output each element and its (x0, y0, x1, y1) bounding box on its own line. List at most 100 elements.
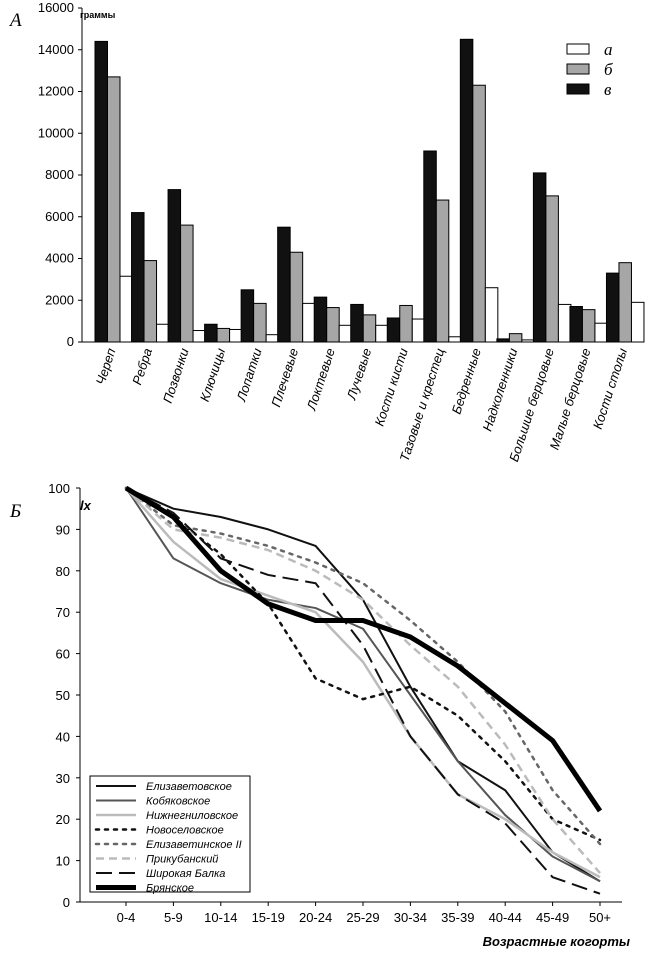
y-axis-unit-label: граммы (80, 10, 116, 20)
legend-box (89, 775, 251, 893)
x-tick-label: 35-39 (441, 910, 474, 925)
bar-а-6 (302, 302, 316, 343)
panel-label-a: А (8, 10, 22, 31)
y-axis-ticks: 0 2000 4000 6000 8000 10000 12000 14000 16000 (38, 0, 630, 349)
line-chart: Б lx Возрастные когорты 0 10 20 30 40 50 60 70 8… (9, 481, 630, 949)
x-axis-title: Возрастные когорты (483, 934, 630, 949)
panel-label-b: Б (9, 501, 21, 522)
y-tick-label: 8000 (45, 167, 74, 182)
y-tick-label: 2000 (45, 292, 74, 307)
bar-б-8 (362, 314, 377, 343)
legend-label: Широкая Балка (146, 868, 225, 880)
category-label: Лучевые (343, 346, 374, 402)
y-tick-label: 4000 (45, 251, 74, 266)
bar-а-3 (192, 330, 207, 343)
bar-а-7 (338, 324, 353, 343)
bar-а-13 (557, 303, 572, 343)
y-tick-label: 30 (56, 771, 70, 786)
x-tick-label: 10-14 (204, 910, 237, 925)
legend-a: абв (566, 40, 613, 99)
y-tick-label: 70 (56, 605, 70, 620)
bar-в-15 (605, 272, 620, 343)
legend-label: Елизаветовское (146, 781, 232, 793)
bar-в-6 (277, 226, 291, 343)
x-tick-label: 45-49 (536, 910, 569, 925)
x-axis-categories: Череп Ребра Позвонки Ключицы Лопатки Плечевые… (93, 346, 630, 464)
bar-б-9 (399, 304, 413, 343)
legend-b: Елизаветовское Кобяковское Нижнегниловское… (89, 775, 251, 895)
bar-б-7 (326, 307, 340, 343)
y-axis-label: lx (80, 498, 92, 513)
category-label: Кости кисти (372, 346, 411, 428)
y-tick-label: 6000 (45, 209, 74, 224)
bar-а-15 (630, 301, 645, 343)
category-label: Лопатки (233, 346, 264, 404)
category-label: Бедренные (449, 346, 484, 416)
bar-б-11 (472, 84, 486, 343)
bar-а-9 (411, 318, 426, 343)
y-tick-label: 40 (56, 729, 70, 744)
bar-в-1 (94, 40, 108, 343)
category-label: Ключицы (197, 346, 228, 403)
axis-ticks: 0 10 20 30 40 50 60 70 80 90 100 0-4 5-9 10-14 15-19 20… (48, 481, 622, 925)
bar-в-10 (423, 150, 437, 343)
legend-swatch (566, 83, 590, 95)
bar-в-3 (167, 189, 182, 343)
category-label: Череп (93, 346, 119, 386)
bar-б-1 (107, 76, 121, 343)
x-tick-label: 20-24 (299, 910, 332, 925)
y-tick-label: 90 (56, 522, 70, 537)
x-tick-label: 15-19 (252, 910, 285, 925)
y-tick-label: 50 (56, 688, 70, 703)
category-label: Локтевые (303, 346, 337, 413)
category-label: Надколенники (480, 346, 521, 433)
bar-б-13 (545, 195, 559, 343)
legend-label: Прикубанский (146, 854, 218, 866)
legend-label: Новоселовское (146, 825, 224, 837)
legend-label: Брянское (146, 883, 194, 895)
bar-б-12 (508, 333, 523, 343)
bar-а-14 (594, 322, 608, 343)
bar-а-11 (484, 287, 499, 343)
bar-б-15 (618, 262, 632, 343)
y-tick-label: 14000 (38, 42, 74, 57)
line-series-5 (124, 486, 602, 846)
bar-а-1 (119, 275, 133, 343)
bar-б-5 (253, 302, 267, 343)
y-tick-label: 80 (56, 564, 70, 579)
bar-б-14 (581, 309, 596, 343)
bar-в-13 (532, 172, 547, 343)
category-label: Малые берцовые (547, 346, 594, 451)
bar-б-4 (216, 327, 231, 343)
y-tick-label: 10 (56, 854, 70, 869)
bar-в-11 (459, 38, 474, 343)
y-tick-label: 16000 (38, 0, 74, 15)
bar-в-9 (386, 317, 401, 343)
bar-б-3 (180, 224, 194, 343)
legend-label: Нижнегниловское (146, 810, 238, 822)
category-label: Ребра (129, 346, 155, 386)
x-tick-label: 50+ (589, 910, 611, 925)
y-tick-label: 10000 (38, 125, 74, 140)
bar-а-5 (265, 334, 280, 343)
line-series-group (124, 485, 603, 895)
bar-в-5 (240, 289, 255, 343)
legend-label: а (604, 40, 613, 59)
y-tick-label: 100 (48, 481, 70, 496)
y-tick-label: 60 (56, 647, 70, 662)
x-tick-label: 5-9 (164, 910, 183, 925)
bar-chart: А граммы 0 2000 4000 6000 8000 10000 12000 1400… (8, 0, 645, 464)
x-tick-label: 25-29 (346, 910, 379, 925)
legend-label: б (604, 60, 613, 79)
line-series-6 (125, 487, 601, 874)
bar-б-2 (143, 260, 158, 343)
x-tick-label: 30-34 (394, 910, 427, 925)
line-series-3 (125, 487, 601, 879)
bar-а-10 (448, 336, 462, 343)
y-tick-label: 20 (56, 812, 70, 827)
legend-swatch (566, 63, 590, 75)
x-tick-label: 40-44 (489, 910, 522, 925)
legend-label: Кобяковское (146, 796, 210, 808)
bar-в-8 (350, 303, 364, 343)
